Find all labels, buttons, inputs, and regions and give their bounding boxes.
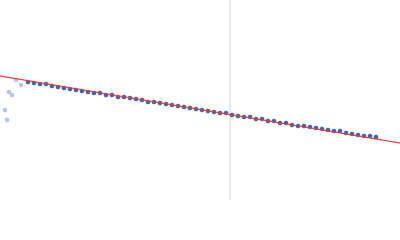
data-point — [2, 107, 8, 113]
data-point — [373, 134, 379, 140]
data-point — [18, 82, 24, 88]
fit-line — [0, 75, 400, 144]
data-point — [367, 133, 373, 139]
data-point — [6, 89, 12, 95]
data-point — [4, 117, 10, 123]
chart — [0, 0, 400, 200]
data-point — [9, 92, 15, 98]
